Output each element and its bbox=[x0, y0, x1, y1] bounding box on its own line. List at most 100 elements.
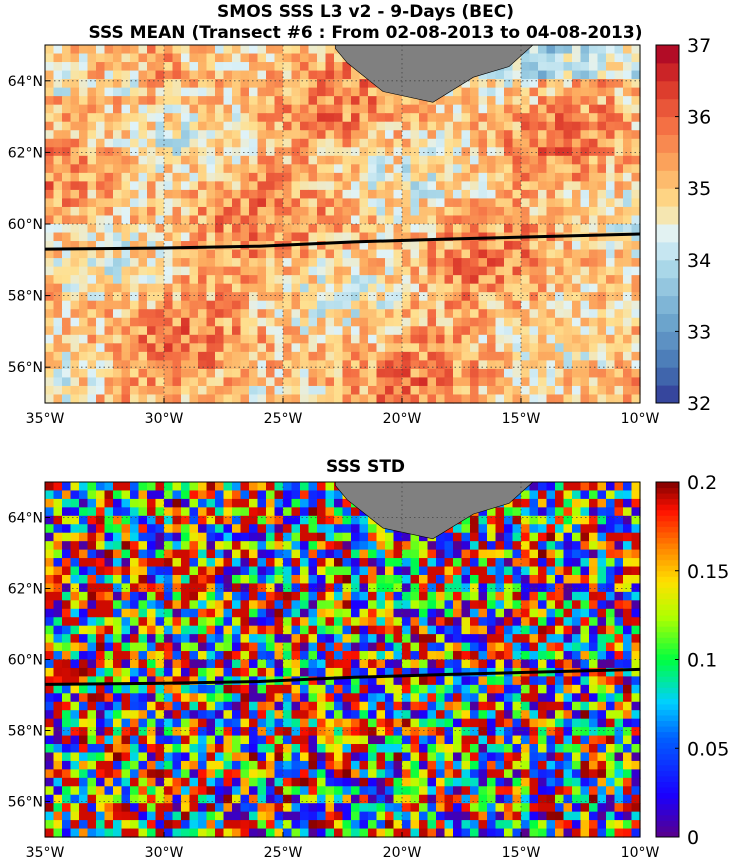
heatmap-cell bbox=[121, 309, 131, 319]
heatmap-cell bbox=[470, 394, 480, 404]
heatmap-cell bbox=[453, 684, 463, 694]
heatmap-cell bbox=[104, 121, 114, 131]
heatmap-cell bbox=[308, 206, 318, 217]
heatmap-cell bbox=[572, 138, 582, 148]
heatmap-cell bbox=[249, 96, 259, 106]
heatmap-cell bbox=[215, 360, 225, 370]
heatmap-cell bbox=[53, 351, 63, 361]
heatmap-cell bbox=[427, 198, 437, 208]
heatmap-cell bbox=[631, 549, 641, 559]
heatmap-cell bbox=[215, 368, 225, 379]
heatmap-cell bbox=[325, 326, 335, 336]
heatmap-cell bbox=[215, 684, 225, 694]
heatmap-cell bbox=[79, 172, 89, 182]
heatmap-cell bbox=[410, 189, 420, 200]
heatmap-cell bbox=[614, 710, 624, 720]
heatmap-cell bbox=[317, 684, 327, 694]
heatmap-cell bbox=[79, 541, 89, 551]
heatmap-cell bbox=[478, 591, 488, 601]
heatmap-cell bbox=[87, 266, 97, 276]
heatmap-cell bbox=[317, 667, 327, 677]
heatmap-cell bbox=[181, 549, 191, 559]
heatmap-cell bbox=[555, 121, 565, 131]
heatmap-cell bbox=[283, 275, 293, 285]
heatmap-cell bbox=[444, 181, 454, 191]
heatmap-cell bbox=[274, 334, 284, 344]
heatmap-cell bbox=[410, 275, 420, 285]
heatmap-cell bbox=[215, 394, 225, 404]
heatmap-cell bbox=[563, 360, 573, 370]
heatmap-cell bbox=[529, 147, 539, 157]
heatmap-cell bbox=[130, 164, 140, 174]
heatmap-cell bbox=[155, 558, 165, 568]
colorbar-tick-label: 36 bbox=[687, 107, 711, 129]
heatmap-cell bbox=[495, 600, 505, 610]
heatmap-cell bbox=[257, 482, 267, 492]
heatmap-cell bbox=[70, 625, 80, 635]
heatmap-cell bbox=[631, 275, 641, 285]
heatmap-cell bbox=[487, 625, 497, 635]
heatmap-cell bbox=[300, 181, 310, 191]
heatmap-cell bbox=[572, 104, 582, 114]
heatmap-cell bbox=[249, 515, 259, 525]
heatmap-cell bbox=[240, 574, 250, 585]
heatmap-cell bbox=[410, 198, 420, 208]
heatmap-cell bbox=[461, 309, 471, 319]
heatmap-cell bbox=[113, 482, 123, 492]
heatmap-cell bbox=[113, 394, 123, 404]
heatmap-cell bbox=[512, 326, 522, 336]
heatmap-cell bbox=[597, 549, 607, 559]
heatmap-cell bbox=[257, 309, 267, 319]
heatmap-cell bbox=[606, 394, 616, 404]
heatmap-cell bbox=[206, 360, 216, 370]
heatmap-cell bbox=[470, 693, 480, 703]
heatmap-cell bbox=[325, 701, 335, 711]
heatmap-cell bbox=[376, 96, 386, 106]
heatmap-cell bbox=[104, 62, 114, 72]
heatmap-cell bbox=[70, 172, 80, 182]
heatmap-cell bbox=[606, 651, 616, 661]
heatmap-cell bbox=[342, 368, 352, 379]
heatmap-cell bbox=[359, 642, 369, 652]
heatmap-cell bbox=[45, 300, 55, 310]
heatmap-cell bbox=[606, 591, 616, 601]
heatmap-cell bbox=[436, 710, 446, 720]
x-tick-label: 30°W bbox=[145, 411, 184, 427]
heatmap-cell bbox=[79, 617, 89, 627]
heatmap-cell bbox=[572, 224, 582, 234]
heatmap-cell bbox=[393, 300, 403, 310]
heatmap-cell bbox=[504, 215, 514, 225]
heatmap-cell bbox=[257, 206, 267, 217]
heatmap-cell bbox=[147, 693, 157, 703]
heatmap-cell bbox=[334, 104, 344, 114]
heatmap-cell bbox=[521, 283, 531, 293]
heatmap-cell bbox=[419, 634, 429, 644]
heatmap-cell bbox=[342, 292, 352, 302]
transect-line bbox=[44, 232, 641, 251]
heatmap-cell bbox=[104, 224, 114, 234]
heatmap-cell bbox=[402, 96, 412, 106]
heatmap-cell bbox=[198, 617, 208, 627]
heatmap-cell bbox=[317, 96, 327, 106]
heatmap-cell bbox=[453, 104, 463, 114]
heatmap-cell bbox=[351, 532, 361, 542]
heatmap-cell bbox=[521, 189, 531, 200]
heatmap-cell bbox=[580, 498, 590, 508]
heatmap-cell bbox=[274, 558, 284, 568]
heatmap-cell bbox=[342, 224, 352, 234]
heatmap-cell bbox=[512, 394, 522, 404]
heatmap-cell bbox=[376, 549, 386, 559]
heatmap-cell bbox=[385, 113, 395, 123]
heatmap-cell bbox=[317, 394, 327, 404]
heatmap-cell bbox=[461, 617, 471, 627]
heatmap-cell bbox=[53, 241, 63, 251]
heatmap-cell bbox=[53, 87, 63, 97]
heatmap-cell bbox=[368, 155, 378, 165]
heatmap-cell bbox=[317, 283, 327, 293]
heatmap-cell bbox=[62, 70, 72, 80]
heatmap-cell bbox=[155, 87, 165, 97]
heatmap-cell bbox=[291, 625, 301, 635]
heatmap-cell bbox=[614, 181, 624, 191]
heatmap-cell bbox=[232, 147, 242, 157]
heatmap-cell bbox=[70, 138, 80, 148]
